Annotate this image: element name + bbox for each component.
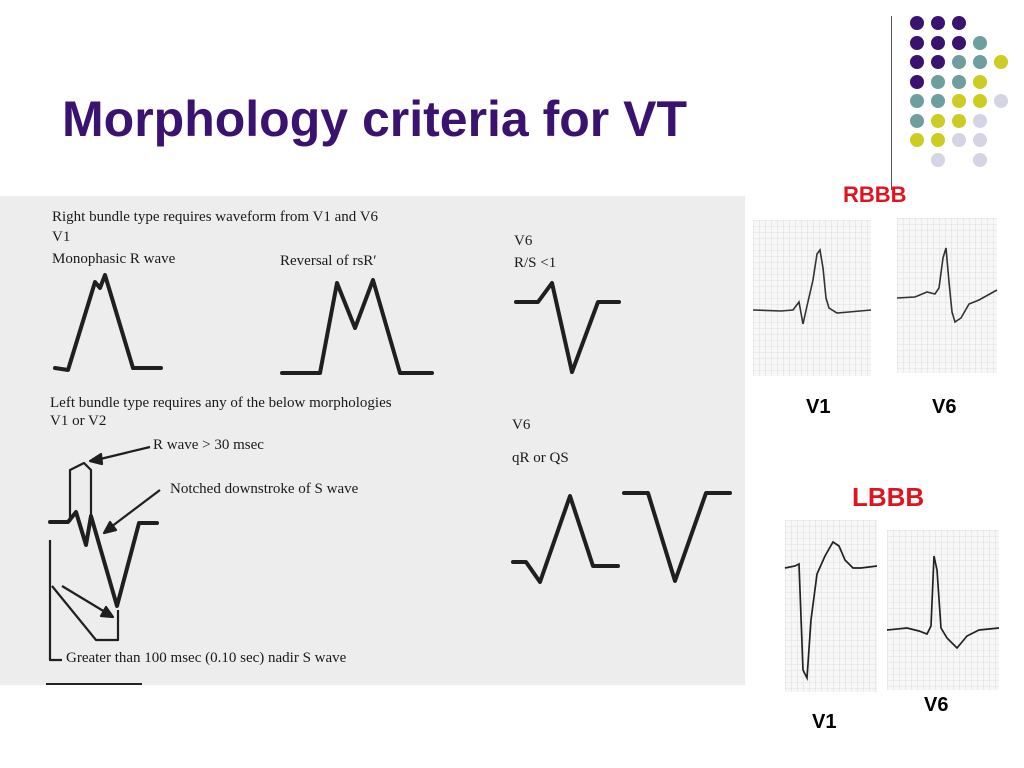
decorative-dot bbox=[931, 74, 945, 89]
decorative-dot bbox=[952, 55, 966, 69]
nadir-arrowhead bbox=[99, 605, 115, 619]
lbbb-v1-wave bbox=[48, 510, 159, 608]
rbbb-v6-caption: V6 bbox=[932, 396, 957, 418]
rbbb-header-text: Right bundle type requires waveform from… bbox=[52, 209, 379, 225]
rbbb-reversal-label: Reversal of rsR′ bbox=[280, 253, 377, 269]
decorative-dot bbox=[973, 55, 987, 69]
decorative-dot bbox=[910, 113, 924, 128]
rbbb-v6-description: R/S <1 bbox=[514, 255, 557, 271]
lbbb-notched-annotation: Notched downstroke of S wave bbox=[170, 481, 359, 497]
rbbb-heading: RBBB bbox=[843, 182, 907, 207]
decorative-dot bbox=[973, 133, 987, 147]
nadir-arrow bbox=[61, 585, 111, 616]
decorative-dot bbox=[910, 74, 924, 89]
decorative-divider bbox=[891, 16, 892, 190]
decorative-dot bbox=[973, 113, 987, 128]
notched-arrow bbox=[106, 489, 161, 531]
decorative-dot bbox=[952, 74, 966, 89]
lbbb-leads-label: V1 or V2 bbox=[50, 413, 107, 429]
rbbb-v1-description: Monophasic R wave bbox=[52, 251, 176, 267]
decorative-dot bbox=[994, 55, 1008, 69]
nadir-duration-bracket bbox=[48, 540, 62, 662]
lbbb-r-wave-annotation: R wave > 30 msec bbox=[153, 437, 264, 453]
decorative-dot bbox=[952, 94, 966, 108]
decorative-dot bbox=[952, 133, 966, 147]
notched-arrowhead bbox=[102, 520, 118, 535]
decorative-dot bbox=[910, 55, 924, 69]
qs-wave bbox=[622, 491, 732, 583]
slide-title: Morphology criteria for VT bbox=[62, 91, 688, 147]
decorative-dot bbox=[952, 113, 966, 128]
r-wave-duration-bracket bbox=[68, 461, 93, 522]
rbbb-v1-label: V1 bbox=[52, 229, 71, 245]
decorative-dot bbox=[931, 133, 945, 147]
decorative-dot bbox=[931, 35, 945, 50]
decorative-dot bbox=[931, 16, 945, 30]
rbbb-v1-caption: V1 bbox=[806, 396, 831, 418]
lbbb-heading: LBBB bbox=[852, 482, 925, 512]
rsr-reversal-wave bbox=[280, 278, 434, 375]
lbbb-nadir-annotation: Greater than 100 msec (0.10 sec) nadir S… bbox=[66, 650, 347, 666]
decorative-dot bbox=[931, 55, 945, 69]
r-wave-arrowhead bbox=[88, 452, 104, 466]
figure-underline bbox=[46, 683, 142, 685]
decorative-dot bbox=[952, 35, 966, 50]
decorative-dot bbox=[931, 152, 945, 167]
rbbb-v6-strip bbox=[896, 218, 998, 373]
decorative-dot bbox=[910, 94, 924, 108]
decorative-dot bbox=[994, 94, 1008, 108]
decorative-dot bbox=[910, 16, 924, 30]
rbbb-v6-label: V6 bbox=[514, 233, 533, 249]
lbbb-v1-strip bbox=[784, 520, 878, 692]
lbbb-v6-strip bbox=[886, 530, 1000, 690]
decorative-dot bbox=[931, 113, 945, 128]
v6-rs-wave bbox=[514, 281, 621, 374]
decorative-dot bbox=[973, 74, 987, 89]
lbbb-v1-caption: V1 bbox=[812, 711, 837, 733]
lbbb-v6-caption: V6 bbox=[924, 694, 949, 716]
decorative-dot bbox=[973, 35, 987, 50]
decorative-dot bbox=[931, 94, 945, 108]
decorative-dot bbox=[973, 152, 987, 167]
criteria-figure bbox=[0, 196, 745, 685]
rbbb-v1-strip bbox=[752, 220, 872, 376]
decorative-dot bbox=[910, 35, 924, 50]
lbbb-v6-label: V6 bbox=[512, 417, 531, 433]
decorative-dot bbox=[952, 16, 966, 30]
lbbb-v6-description: qR or QS bbox=[512, 450, 569, 466]
decorative-dot bbox=[910, 133, 924, 147]
lbbb-header-text: Left bundle type requires any of the bel… bbox=[50, 395, 392, 411]
qr-wave bbox=[511, 494, 620, 584]
nadir-duration-line bbox=[51, 585, 120, 642]
monophasic-r-wave bbox=[53, 273, 163, 372]
decorative-dot bbox=[973, 94, 987, 108]
